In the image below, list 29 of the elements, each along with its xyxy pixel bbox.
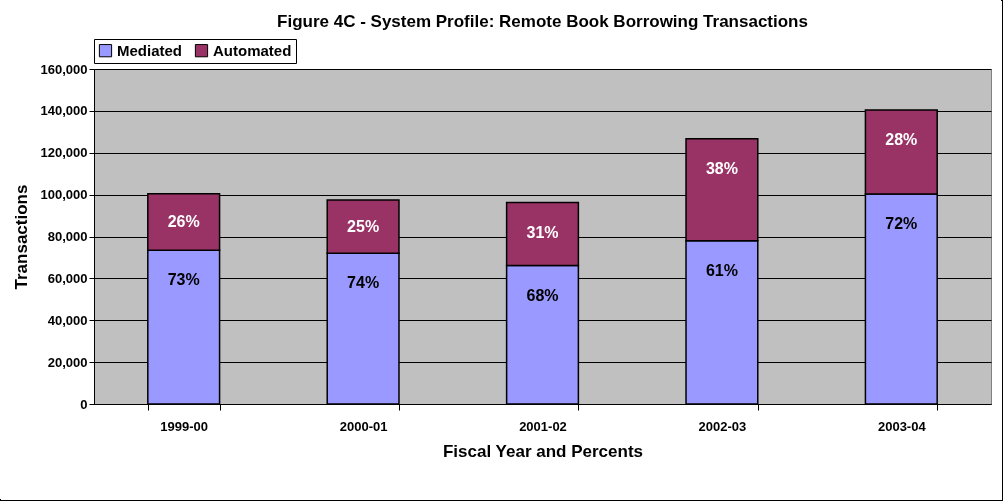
y-tick-label: 40,000 (47, 312, 88, 328)
y-tick-label: 140,000 (40, 103, 88, 119)
y-tick-label: 20,000 (47, 354, 88, 370)
x-axis-title: Fiscal Year and Percents (442, 441, 644, 461)
y-tick-label: 120,000 (40, 145, 88, 161)
x-tick-label: 2000-01 (339, 418, 388, 434)
annotation: 38% (705, 159, 738, 177)
y-axis-title: Transactions (11, 184, 31, 290)
annotation: 31% (526, 223, 559, 241)
chart-title: Figure 4C - System Profile: Remote Book Borrowing Transactions (277, 11, 808, 31)
annotation: 25% (347, 217, 380, 235)
annotation: 28% (885, 131, 918, 149)
x-tick-label: 2002-03 (698, 418, 747, 434)
annotation: 73% (167, 271, 200, 289)
annotation: 61% (705, 261, 738, 279)
x-tick-label: 2003-04 (877, 418, 927, 434)
y-tick-label: 100,000 (40, 187, 88, 203)
y-tick-label: 0 (80, 396, 88, 412)
legend-label: Mediated (117, 41, 183, 59)
y-tick-label: 160,000 (40, 61, 88, 77)
annotation: 72% (885, 215, 918, 233)
annotation: 68% (526, 286, 559, 304)
annotation: 26% (167, 213, 200, 231)
legend-label: Automated (213, 41, 292, 59)
y-tick-label: 80,000 (47, 229, 88, 244)
x-tick-label: 1999-00 (160, 418, 209, 434)
annotation: 74% (347, 274, 380, 292)
x-tick-label: 2001-02 (519, 418, 567, 434)
y-tick-label: 60,000 (47, 270, 88, 286)
